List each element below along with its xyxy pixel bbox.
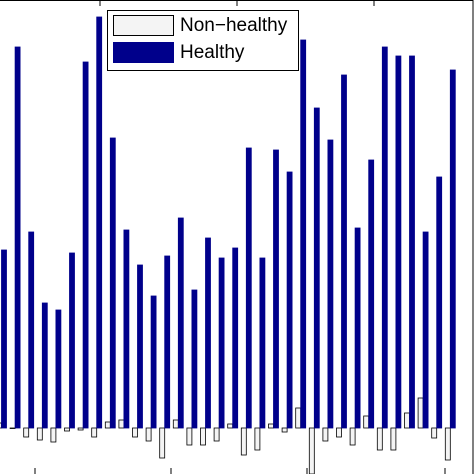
legend-label: Healthy (180, 42, 245, 63)
bar (300, 39, 307, 429)
bar (123, 229, 130, 429)
bar (218, 257, 225, 429)
bar (186, 427, 193, 446)
bar (381, 46, 388, 429)
bar (286, 171, 293, 429)
bar (164, 255, 171, 429)
bar (150, 295, 157, 429)
axis-ticks (34, 0, 446, 474)
bar (172, 419, 179, 429)
bar (422, 231, 429, 429)
bar (268, 423, 274, 429)
bar (409, 55, 415, 429)
bar (1, 249, 7, 429)
bar (118, 419, 125, 429)
bar (308, 427, 315, 474)
bar (431, 427, 438, 439)
bar (376, 427, 383, 451)
bar (64, 427, 70, 432)
bar (77, 427, 84, 431)
bar (404, 412, 410, 429)
bar (449, 69, 456, 429)
bar (436, 176, 443, 429)
bar (336, 427, 342, 438)
bar (213, 427, 220, 442)
bar (28, 231, 35, 429)
bar (327, 139, 334, 429)
bar (55, 309, 62, 429)
bar (322, 427, 329, 442)
bar (341, 74, 347, 429)
bar (245, 147, 252, 429)
legend-label: Non−healthy (180, 15, 288, 36)
bar (363, 415, 370, 429)
bar (91, 427, 98, 438)
bar (417, 397, 424, 429)
bar (273, 149, 279, 429)
bar (313, 107, 320, 429)
bar (41, 302, 48, 429)
legend-swatch (113, 15, 174, 36)
bar (145, 427, 152, 442)
bar (137, 264, 143, 429)
bar (200, 427, 206, 446)
bar (132, 427, 138, 438)
bar (395, 55, 402, 429)
legend: Non−healthy Healthy (107, 10, 299, 71)
bar (159, 427, 166, 459)
bar (390, 427, 397, 451)
bar (354, 227, 361, 429)
bar (191, 289, 198, 429)
bar (23, 427, 30, 438)
bar (281, 427, 288, 433)
bar (368, 159, 375, 429)
bar (50, 427, 57, 443)
bar (227, 423, 234, 429)
bar (109, 137, 116, 429)
bar (240, 427, 247, 456)
bar (82, 61, 89, 429)
bar (232, 247, 239, 429)
bar (295, 407, 302, 429)
bar (69, 252, 75, 429)
bar (14, 46, 21, 429)
bar (349, 427, 356, 446)
legend-swatch (113, 42, 174, 63)
bar (254, 427, 261, 451)
bar (444, 427, 451, 461)
bars (0, 16, 456, 474)
bar (104, 421, 111, 429)
bar (259, 257, 266, 429)
bar (36, 427, 43, 441)
bar (205, 237, 211, 429)
bar (96, 16, 103, 429)
bar (9, 427, 16, 429)
bar (177, 217, 184, 429)
